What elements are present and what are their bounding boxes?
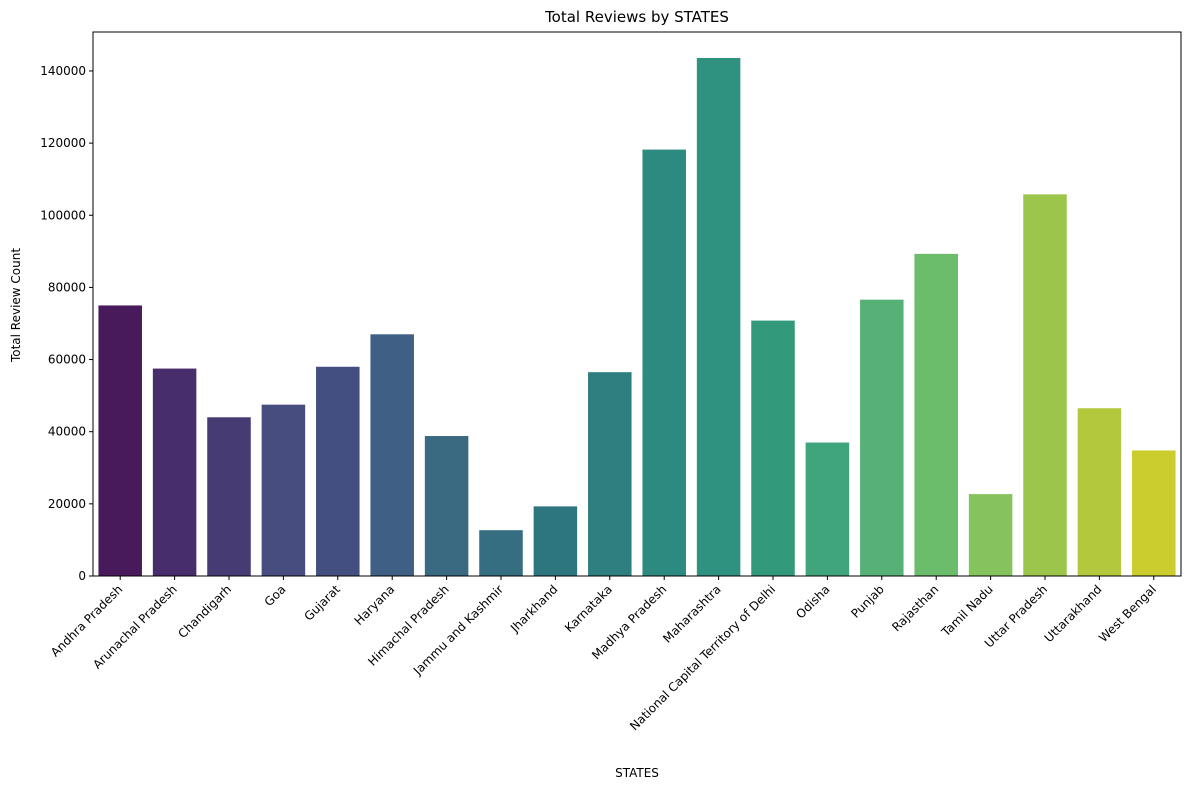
y-axis: 0 20000 40000 60000 80000 100000 120000 140000: [40, 64, 93, 583]
bar: [479, 530, 523, 576]
y-axis-label: Total Review Count: [9, 248, 23, 363]
bar: [316, 366, 360, 576]
bar: [370, 334, 414, 576]
bar: [207, 417, 251, 576]
bar: [533, 506, 578, 576]
plot-frame: [92, 31, 1182, 577]
bar: [751, 320, 795, 576]
y-tick-label: 80000: [48, 280, 86, 294]
y-tick-label: 20000: [48, 497, 86, 511]
bar: [968, 494, 1013, 576]
plot-area: 020000400006000080000100000120000140000 …: [40, 31, 1182, 733]
x-tick-label: Odisha: [793, 582, 832, 621]
y-tick-label: 60000: [48, 353, 86, 367]
y-tick-label: 100000: [40, 208, 86, 222]
bar: [261, 404, 306, 576]
x-tick-label: Gujarat: [301, 582, 343, 624]
x-tick-label: Punjab: [848, 582, 887, 621]
y-tick-label: 120000: [40, 136, 86, 150]
bar: [1077, 408, 1122, 576]
bar: [98, 305, 142, 576]
bar: [1132, 450, 1176, 576]
y-tick-label: 40000: [48, 425, 86, 439]
bar: [805, 442, 850, 576]
bar: [424, 436, 469, 576]
x-tick-label: Karnataka: [562, 582, 615, 635]
bars-group: [98, 57, 1176, 577]
bar: [914, 253, 958, 577]
bar: [642, 149, 686, 577]
x-tick-label: Jammu and Kashmir: [410, 582, 506, 678]
bar: [860, 299, 904, 576]
bar: [152, 368, 197, 576]
x-tick-label: Goa: [262, 582, 289, 609]
x-tick-label: Uttarakhand: [1042, 582, 1105, 645]
bar: [696, 57, 741, 577]
bar: [588, 372, 632, 576]
chart-title: Total Reviews by STATES: [544, 8, 729, 26]
x-tick-label: Chandigarh: [175, 582, 234, 641]
x-tick-label: Haryana: [352, 582, 398, 628]
x-tick-label: West Bengal: [1096, 582, 1159, 645]
y-tick-label: 140000: [40, 64, 86, 78]
y-tick-label: 0: [78, 569, 86, 583]
x-tick-label: Jharkhand: [507, 582, 560, 635]
bar: [1023, 194, 1067, 576]
x-tick-label: Tamil Nadu: [938, 582, 996, 640]
x-tick-label: Rajasthan: [889, 582, 941, 634]
x-axis-label: STATES: [615, 766, 659, 780]
